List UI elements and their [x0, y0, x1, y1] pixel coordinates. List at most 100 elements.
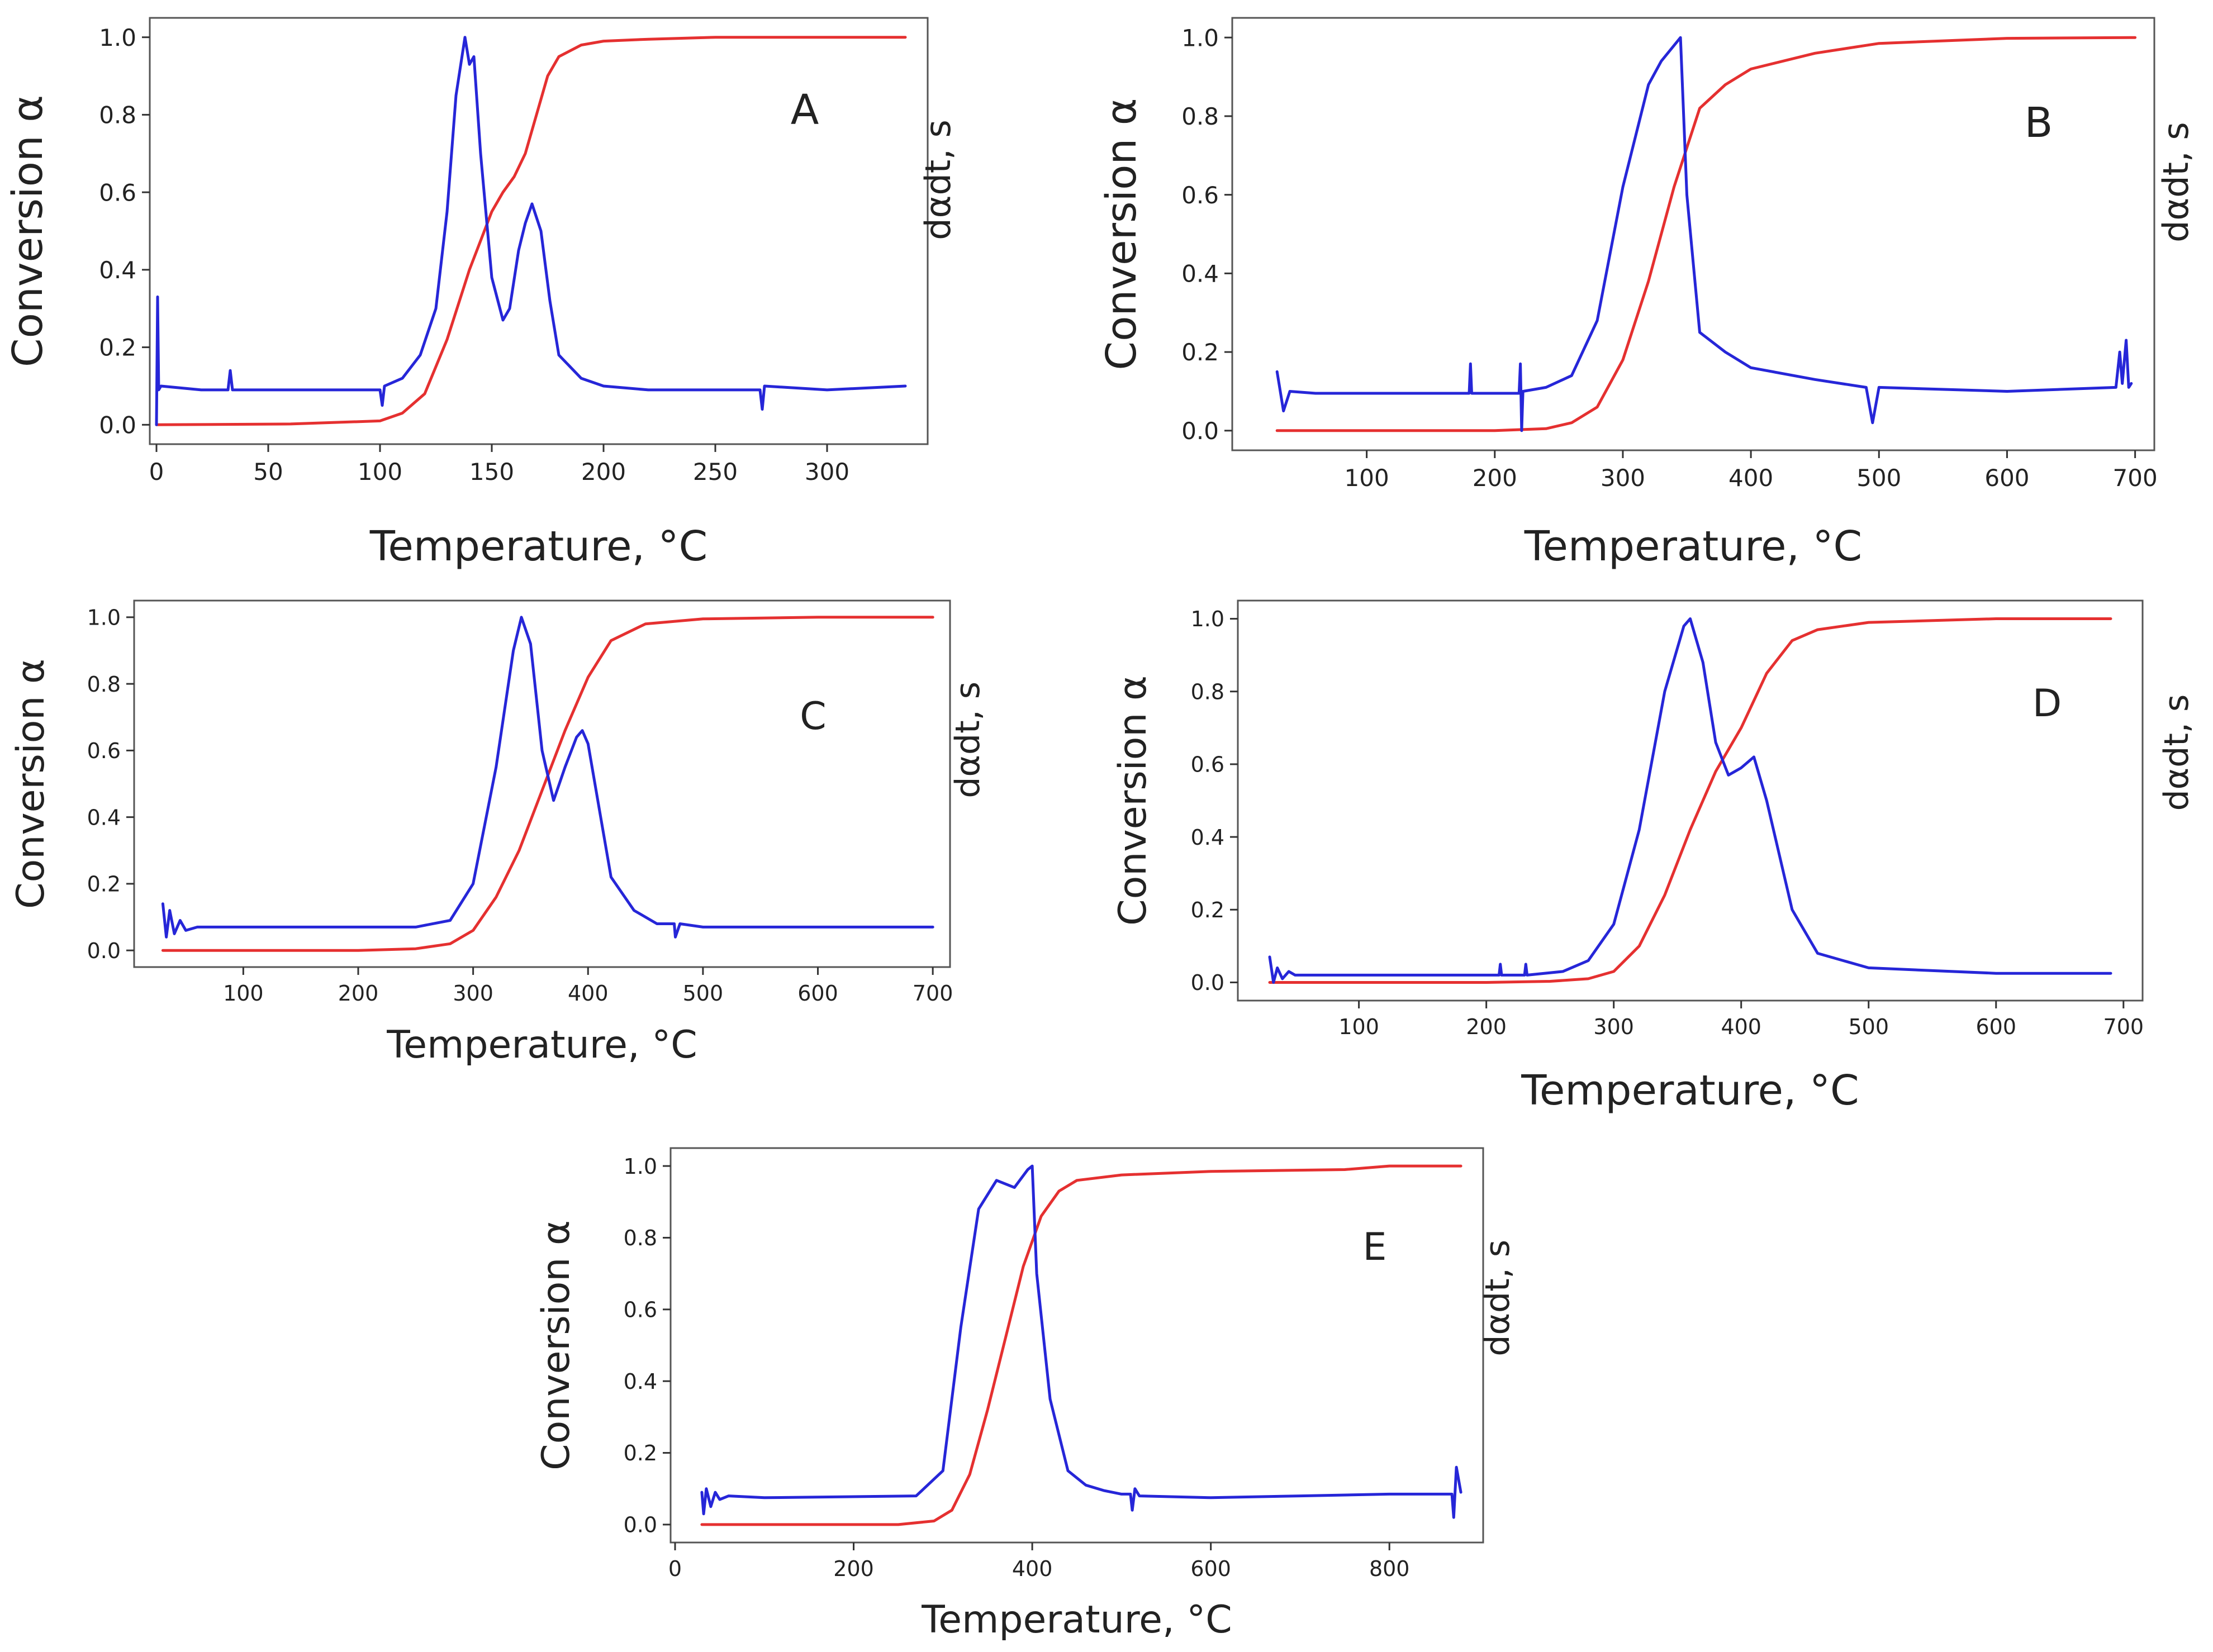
- x-tick-label-c: 600: [797, 981, 838, 1006]
- x-axis-label-c: Temperature, °C: [386, 1023, 697, 1067]
- panel-b: 0.0 0.2 0.4 0.6 0.8 1.0 100 200 300 400 500 600 700 C…: [1098, 17, 2196, 570]
- x-axis-label-b: Temperature, °C: [1524, 522, 1862, 570]
- rate-line-e: [700, 1164, 1462, 1519]
- x-tick-label-d: 200: [1466, 1015, 1507, 1039]
- rate-line-b: [1275, 36, 2133, 432]
- x-tick-label-d: 600: [1976, 1015, 2017, 1039]
- y2-axis-label-d: dαdt, s: [2157, 694, 2196, 811]
- y-tick-label-c: 0.8: [87, 672, 121, 697]
- y-axis-label-e: Conversion α: [534, 1220, 578, 1470]
- x-tick-label-c: 500: [683, 981, 724, 1006]
- y-tick-label-a: 0.0: [99, 411, 136, 439]
- x-tick-label-e: 600: [1190, 1556, 1231, 1581]
- x-tick-label-d: 500: [1848, 1015, 1889, 1039]
- x-axis-label-d: Temperature, °C: [1521, 1067, 1859, 1115]
- x-axis-label-e: Temperature, °C: [921, 1598, 1232, 1642]
- plot-frame-c: [133, 599, 951, 968]
- y-tick-label-e: 0.4: [624, 1369, 657, 1394]
- y-tick-label-e: 0.2: [624, 1441, 657, 1465]
- x-tick-label-b: 400: [1728, 464, 1773, 492]
- y-axis-label-b: Conversion α: [1098, 98, 1146, 370]
- conversion-line-b: [1275, 36, 2137, 432]
- y-tick-label-b: 0.6: [1181, 182, 1219, 209]
- y-tick-label-e: 1.0: [624, 1154, 657, 1179]
- panel-label-b: B: [2025, 99, 2053, 147]
- y-tick-label-d: 0.0: [1191, 970, 1224, 995]
- y-tick-label-b: 0.2: [1181, 339, 1219, 366]
- conversion-line-e: [700, 1164, 1462, 1526]
- x-tick-label-b: 200: [1473, 464, 1517, 492]
- x-tick-label-c: 700: [913, 981, 953, 1006]
- y-tick-label-e: 0.6: [624, 1297, 657, 1322]
- x-tick-label-e: 400: [1012, 1556, 1053, 1581]
- x-tick-label-b: 300: [1601, 464, 1645, 492]
- x-tick-label-c: 400: [568, 981, 609, 1006]
- plot-frame-a: [149, 17, 929, 445]
- x-tick-label-a: 100: [358, 458, 402, 485]
- y-tick-label-a: 0.6: [99, 179, 136, 206]
- x-tick-label-a: 150: [469, 458, 514, 485]
- panel-a: 0.0 0.2 0.4 0.6 0.8 1.0 0 50 100 150 200 250 300 Conv…: [4, 17, 958, 570]
- conversion-line-c: [161, 616, 934, 952]
- y2-axis-label-b: dαdt, s: [2155, 122, 2196, 242]
- y-tick-label-a: 1.0: [99, 24, 136, 51]
- y-tick-label-b: 0.0: [1181, 417, 1219, 445]
- y-axis-label-d: Conversion α: [1111, 675, 1155, 926]
- y-axis-label-c: Conversion α: [9, 659, 53, 909]
- panel-c: 0.0 0.2 0.4 0.6 0.8 1.0 100 200 300 400 500 600 700 C…: [9, 599, 987, 1067]
- y-tick-label-c: 0.4: [87, 805, 121, 830]
- x-tick-label-d: 400: [1721, 1015, 1761, 1039]
- y-tick-label-e: 0.0: [624, 1513, 657, 1537]
- x-tick-label-e: 800: [1369, 1556, 1410, 1581]
- x-axis-label-a: Temperature, °C: [369, 522, 707, 570]
- y-axis-label-a: Conversion α: [4, 95, 52, 367]
- x-tick-label-b: 700: [2113, 464, 2158, 492]
- x-tick-label-b: 100: [1345, 464, 1389, 492]
- panel-label-c: C: [800, 694, 826, 739]
- x-tick-label-d: 700: [2103, 1015, 2144, 1039]
- y-tick-label-e: 0.8: [624, 1226, 657, 1250]
- y-tick-label-c: 0.0: [87, 939, 121, 963]
- x-tick-label-d: 300: [1593, 1015, 1634, 1039]
- x-tick-label-c: 100: [223, 981, 264, 1006]
- y-tick-label-b: 1.0: [1181, 24, 1219, 51]
- x-tick-label-c: 200: [338, 981, 379, 1006]
- y-tick-label-a: 0.8: [99, 102, 136, 129]
- x-tick-label-b: 500: [1856, 464, 1901, 492]
- panel-label-e: E: [1363, 1225, 1387, 1269]
- y-tick-label-d: 0.8: [1191, 679, 1224, 704]
- rate-line-d: [1268, 617, 2112, 984]
- y-tick-label-c: 1.0: [87, 605, 121, 630]
- plot-frame-e: [669, 1147, 1484, 1544]
- y-tick-label-b: 0.4: [1181, 260, 1219, 287]
- y-tick-label-d: 1.0: [1191, 607, 1224, 631]
- panel-d: 0.0 0.2 0.4 0.6 0.8 1.0 100 200 300 400 500 600 700 C…: [1111, 599, 2196, 1115]
- conversion-line-a: [155, 36, 907, 426]
- plot-frame-b: [1231, 17, 2155, 451]
- x-tick-label-a: 50: [253, 458, 283, 485]
- panel-e: 0.0 0.2 0.4 0.6 0.8 1.0 0 200 400 600 800 Conversio…: [534, 1147, 1517, 1642]
- x-tick-label-e: 0: [668, 1556, 682, 1581]
- y-tick-label-d: 0.2: [1191, 898, 1224, 922]
- x-tick-label-a: 200: [581, 458, 626, 485]
- panel-label-d: D: [2032, 682, 2062, 726]
- panel-label-a: A: [791, 86, 819, 134]
- x-tick-label-c: 300: [453, 981, 493, 1006]
- y-tick-label-a: 0.4: [99, 256, 136, 284]
- y-tick-label-a: 0.2: [99, 334, 136, 361]
- x-tick-label-d: 100: [1338, 1015, 1379, 1039]
- x-tick-label-a: 250: [693, 458, 738, 485]
- y-tick-label-c: 0.2: [87, 872, 121, 897]
- x-tick-label-a: 300: [805, 458, 849, 485]
- y-tick-label-b: 0.8: [1181, 103, 1219, 130]
- y2-axis-label-c: dαdt, s: [948, 682, 987, 798]
- y-tick-label-c: 0.6: [87, 739, 121, 763]
- rate-line-c: [161, 616, 934, 939]
- y-tick-label-d: 0.6: [1191, 753, 1224, 777]
- x-tick-label-b: 600: [1984, 464, 2029, 492]
- y2-axis-label-e: dαdt, s: [1478, 1240, 1517, 1356]
- rate-line-a: [155, 36, 907, 426]
- y2-axis-label-a: dαdt, s: [918, 120, 958, 240]
